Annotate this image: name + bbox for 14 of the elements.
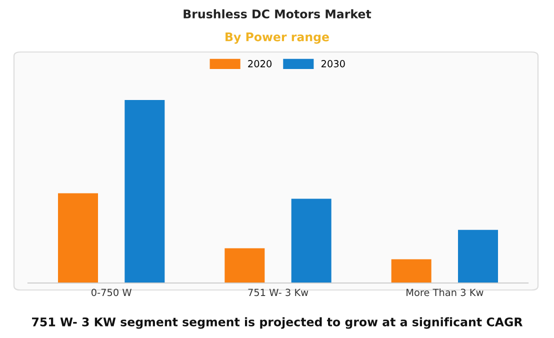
chart-title: Brushless DC Motors Market [184, 9, 372, 18]
bar [458, 230, 498, 283]
x-tick-label: 751 W- 3 Kw [248, 288, 308, 296]
bar [58, 193, 98, 283]
bar [224, 248, 265, 283]
bar [391, 259, 432, 283]
legend-label: 2020 [248, 60, 272, 68]
chart-subtitle: By Power range [226, 32, 329, 44]
x-tick-label: 0-750 W [92, 288, 132, 296]
bar [124, 100, 165, 283]
bar [291, 198, 332, 283]
text: 751 W- 3 KW segment segment is projected to grow at a significant CAGR [32, 317, 523, 329]
legend-label: 2030 [321, 60, 345, 68]
x-tick-label: More Than 3 Kw [406, 288, 484, 296]
